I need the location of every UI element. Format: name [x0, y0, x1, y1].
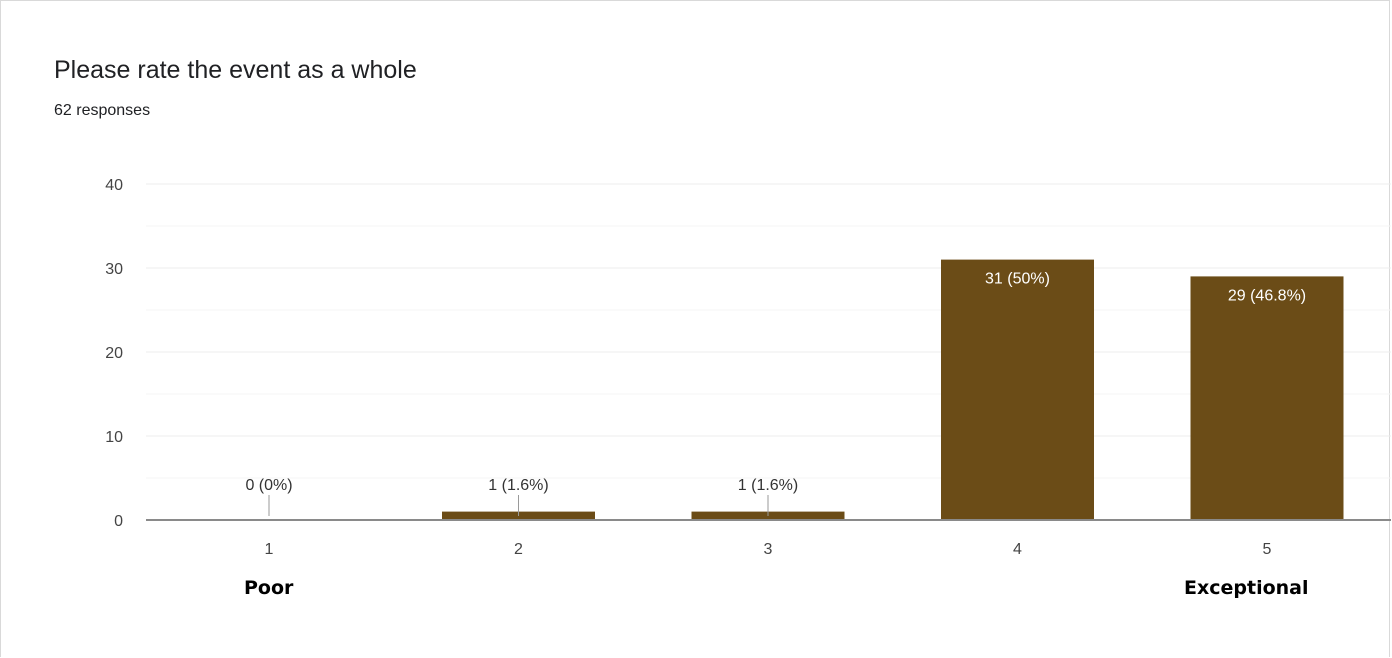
y-tick-label: 30	[105, 261, 123, 278]
data-labels: 0 (0%) 1 (1.6%) 1 (1.6%) 31 (50%) 29 (46.8%)	[245, 271, 1306, 516]
y-axis-ticks: 0 10 20 30 40	[105, 177, 123, 530]
data-label: 29 (46.8%)	[1228, 287, 1306, 304]
x-tick-label: 2	[514, 541, 523, 558]
x-tick-label: 3	[764, 541, 773, 558]
response-count: 62 responses	[54, 102, 151, 119]
y-tick-label: 40	[105, 177, 123, 194]
grid-lines	[146, 183, 1391, 479]
bar	[941, 259, 1094, 520]
y-tick-label: 20	[105, 345, 123, 362]
y-tick-label: 0	[114, 513, 123, 530]
bars	[442, 259, 1344, 520]
data-label: 1 (1.6%)	[738, 477, 798, 494]
scale-label-high: Exceptional	[1184, 577, 1309, 599]
scale-label-low: Poor	[244, 577, 294, 599]
x-tick-label: 1	[265, 541, 274, 558]
x-tick-label: 5	[1263, 541, 1272, 558]
data-label: 0 (0%)	[245, 477, 292, 494]
data-label: 1 (1.6%)	[488, 477, 548, 494]
x-tick-label: 4	[1013, 541, 1022, 558]
y-tick-label: 10	[105, 429, 123, 446]
bar	[1190, 276, 1344, 520]
x-axis-ticks: 1 2 3 4 5	[265, 541, 1272, 558]
data-label: 31 (50%)	[985, 271, 1050, 288]
chart-title: Please rate the event as a whole	[54, 56, 417, 84]
